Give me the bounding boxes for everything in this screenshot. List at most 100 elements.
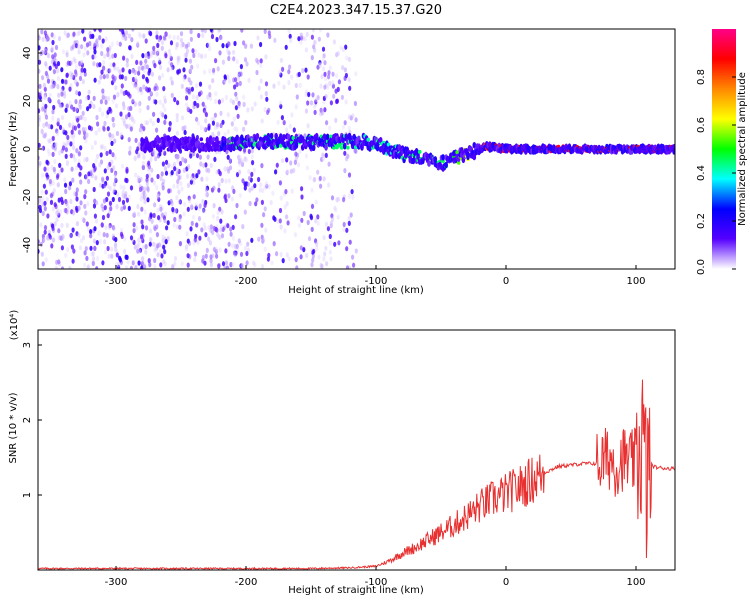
noise-cell [252, 260, 256, 266]
noise-cell [288, 123, 292, 129]
noise-cell [87, 171, 91, 177]
noise-cell [309, 100, 314, 106]
noise-cell [344, 72, 348, 79]
noise-cell [43, 200, 47, 206]
noise-cell [152, 212, 156, 219]
noise-cell [229, 226, 233, 232]
noise-cell [211, 78, 215, 84]
noise-cell [263, 29, 267, 34]
noise-cell [127, 112, 131, 118]
noise-cell [149, 52, 153, 59]
noise-cell [45, 196, 49, 202]
noise-cell [264, 54, 268, 60]
noise-cell [281, 66, 285, 72]
noise-cell [63, 177, 67, 183]
noise-cell [51, 237, 55, 243]
noise-cell [142, 67, 146, 74]
noise-cell [38, 108, 41, 114]
noise-cell [287, 80, 291, 86]
noise-cell [276, 218, 280, 224]
noise-cell [56, 173, 60, 179]
noise-cell [199, 90, 203, 96]
noise-cell [103, 95, 108, 101]
noise-cell [155, 232, 159, 238]
noise-cell [193, 100, 197, 106]
noise-cell [240, 262, 244, 268]
noise-cell [183, 158, 188, 164]
noise-cell [186, 253, 190, 259]
noise-cell [137, 142, 141, 148]
snr-x-label: Height of straight line (km) [288, 585, 424, 596]
ridge-cell [417, 149, 422, 154]
noise-cell [86, 50, 90, 56]
noise-cell [94, 130, 98, 136]
noise-cell [272, 215, 276, 221]
noise-cell [224, 260, 229, 266]
noise-cell [244, 43, 248, 50]
noise-cell [169, 40, 174, 46]
noise-cell [215, 36, 219, 43]
noise-cell [331, 80, 335, 86]
noise-cell [290, 188, 294, 194]
noise-cell [81, 216, 85, 222]
noise-cell [305, 165, 309, 171]
noise-cell [75, 221, 79, 227]
noise-cell [49, 84, 53, 90]
noise-cell [48, 65, 52, 71]
noise-cell [44, 103, 48, 109]
noise-cell [130, 37, 134, 43]
ridge-cell [314, 132, 319, 140]
noise-cell [131, 76, 136, 83]
noise-cell [61, 235, 65, 242]
noise-cell [150, 177, 154, 183]
noise-cell [201, 32, 205, 39]
noise-cell [189, 204, 193, 210]
noise-cell [92, 203, 97, 209]
noise-cell [92, 167, 97, 173]
noise-cell [234, 250, 238, 256]
noise-cell [145, 177, 149, 183]
noise-cell [53, 202, 57, 208]
noise-cell [227, 178, 231, 184]
noise-cell [229, 261, 233, 268]
noise-cell [64, 107, 68, 113]
noise-cell [264, 91, 268, 97]
noise-cell [133, 101, 137, 107]
noise-cell [332, 93, 336, 99]
noise-cell [327, 161, 331, 167]
noise-cell [257, 176, 261, 183]
noise-cell [235, 202, 239, 209]
noise-cell [166, 220, 170, 226]
noise-cell [216, 66, 220, 72]
noise-cell [319, 83, 323, 89]
noise-cell [111, 53, 115, 59]
noise-cell [310, 55, 314, 61]
noise-cell [278, 207, 283, 214]
noise-cell [153, 263, 157, 269]
ridge-cell [466, 151, 470, 158]
noise-cell [60, 102, 64, 108]
ridge-cell [324, 144, 328, 151]
noise-cell [70, 104, 74, 110]
noise-cell [211, 120, 215, 126]
noise-cell [75, 107, 79, 114]
noise-cell [192, 240, 196, 246]
noise-cell [135, 84, 139, 90]
noise-cell [196, 120, 200, 126]
noise-cell [313, 39, 317, 46]
noise-cell [195, 153, 200, 159]
noise-cell [63, 93, 67, 99]
noise-cell [41, 145, 46, 151]
noise-cell [156, 207, 160, 213]
noise-cell [299, 254, 303, 260]
noise-cell [128, 45, 132, 51]
noise-cell [153, 86, 157, 92]
noise-cell [164, 159, 169, 165]
noise-cell [166, 163, 170, 169]
noise-cell [118, 69, 122, 75]
noise-cell [187, 164, 191, 170]
noise-cell [95, 240, 99, 246]
noise-cell [207, 42, 211, 48]
noise-cell [274, 169, 278, 175]
